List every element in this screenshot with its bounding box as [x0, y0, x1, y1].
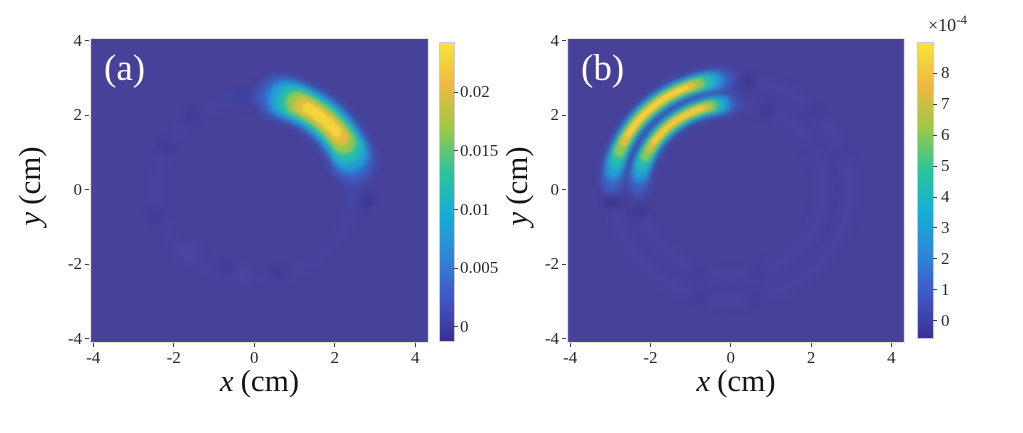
y-tick-mark [85, 40, 89, 42]
y-tick-label: 2 [73, 105, 83, 125]
colorbar-tick-mark [454, 267, 458, 269]
y-tick-label: 2 [550, 105, 560, 125]
x-tick-label: 2 [330, 348, 340, 367]
y-tick-label: -2 [544, 254, 559, 274]
colorbar-tick-mark [933, 258, 937, 260]
y-tick-mark [85, 338, 89, 340]
y-tick-label: 0 [73, 179, 83, 199]
x-tick-mark [253, 343, 255, 347]
colorbar-tick-mark [933, 72, 937, 74]
colorbar-tick-mark [933, 134, 937, 136]
y-axis-label-a: y(cm) [12, 146, 47, 226]
heatmap-b-canvas [568, 39, 904, 342]
x-tick-mark [649, 343, 651, 347]
x-tick-label: -4 [86, 348, 101, 367]
colorbar-b-gradient [918, 43, 933, 338]
panel-b-letter: (b) [581, 48, 625, 89]
y-tick-label: 0 [550, 179, 560, 199]
x-tick-label: -4 [563, 348, 578, 367]
colorbar-tick-label: 2 [941, 248, 950, 268]
colorbar-tick-mark [933, 103, 937, 105]
x-tick-label: 4 [887, 348, 896, 367]
colorbar-tick-label: 0.02 [460, 82, 490, 102]
y-tick-mark [562, 40, 566, 42]
colorbar-tick-label: 0.01 [460, 199, 490, 219]
x-tick-label: 2 [806, 348, 816, 367]
y-tick-label: -2 [67, 254, 82, 274]
heatmap-panel-b: (b) [567, 38, 905, 343]
y-tick-mark [562, 338, 566, 340]
x-axis-label-b: x (cm) [696, 363, 776, 398]
y-tick-label: 4 [73, 30, 83, 50]
colorbar-tick-label: 5 [941, 156, 950, 176]
heatmap-a-canvas [91, 39, 428, 342]
x-tick-label: 4 [411, 348, 420, 367]
colorbar-tick-label: 1 [941, 279, 950, 299]
x-tick-mark [92, 343, 94, 347]
heatmap-panel-a: (a) [90, 38, 429, 343]
colorbar-tick-label: 0 [460, 316, 469, 336]
colorbar-b [918, 43, 933, 338]
x-tick-label: -2 [166, 348, 181, 367]
x-tick-mark [810, 343, 812, 347]
colorbar-tick-label: 0.015 [460, 140, 499, 160]
colorbar-tick-mark [933, 165, 937, 167]
y-tick-mark [562, 189, 566, 191]
y-tick-label: 4 [550, 30, 560, 50]
colorbar-tick-label: 8 [941, 63, 950, 83]
x-tick-mark [414, 343, 416, 347]
colorbar-tick-label: 6 [941, 125, 950, 145]
x-tick-label: 0 [250, 348, 259, 367]
y-tick-mark [562, 263, 566, 265]
x-tick-label: -2 [643, 348, 658, 367]
colorbar-tick-label: 0 [941, 310, 950, 330]
y-tick-mark [562, 114, 566, 116]
colorbar-tick-mark [933, 227, 937, 229]
x-tick-mark [173, 343, 175, 347]
colorbar-tick-mark [933, 196, 937, 198]
y-tick-label: -4 [67, 328, 82, 348]
colorbar-tick-mark [454, 209, 458, 211]
x-tick-label: 0 [726, 348, 736, 367]
colorbar-tick-mark [454, 91, 458, 93]
x-tick-mark [569, 343, 571, 347]
colorbar-tick-label: 4 [941, 187, 950, 206]
colorbar-a-gradient [440, 43, 454, 341]
colorbar-tick-mark [933, 320, 937, 322]
colorbar-tick-label: 7 [941, 94, 950, 114]
y-tick-mark [85, 114, 89, 116]
colorbar-tick-mark [454, 150, 458, 152]
colorbar-tick-mark [933, 289, 937, 291]
panel-a-letter: (a) [104, 48, 146, 89]
y-tick-label: -4 [544, 328, 559, 348]
y-tick-mark [85, 263, 89, 265]
x-axis-label-a: x (cm) [219, 363, 300, 398]
colorbar-tick-mark [454, 326, 458, 328]
x-tick-mark [730, 343, 732, 347]
x-tick-mark [334, 343, 336, 347]
colorbar-tick-label: 0.005 [460, 258, 499, 278]
x-tick-mark [890, 343, 892, 347]
colorbar-a [440, 43, 454, 341]
y-tick-mark [85, 189, 89, 191]
colorbar-tick-label: 3 [941, 217, 950, 237]
colorbar-b-scale-label: ×10-4 [928, 12, 967, 35]
